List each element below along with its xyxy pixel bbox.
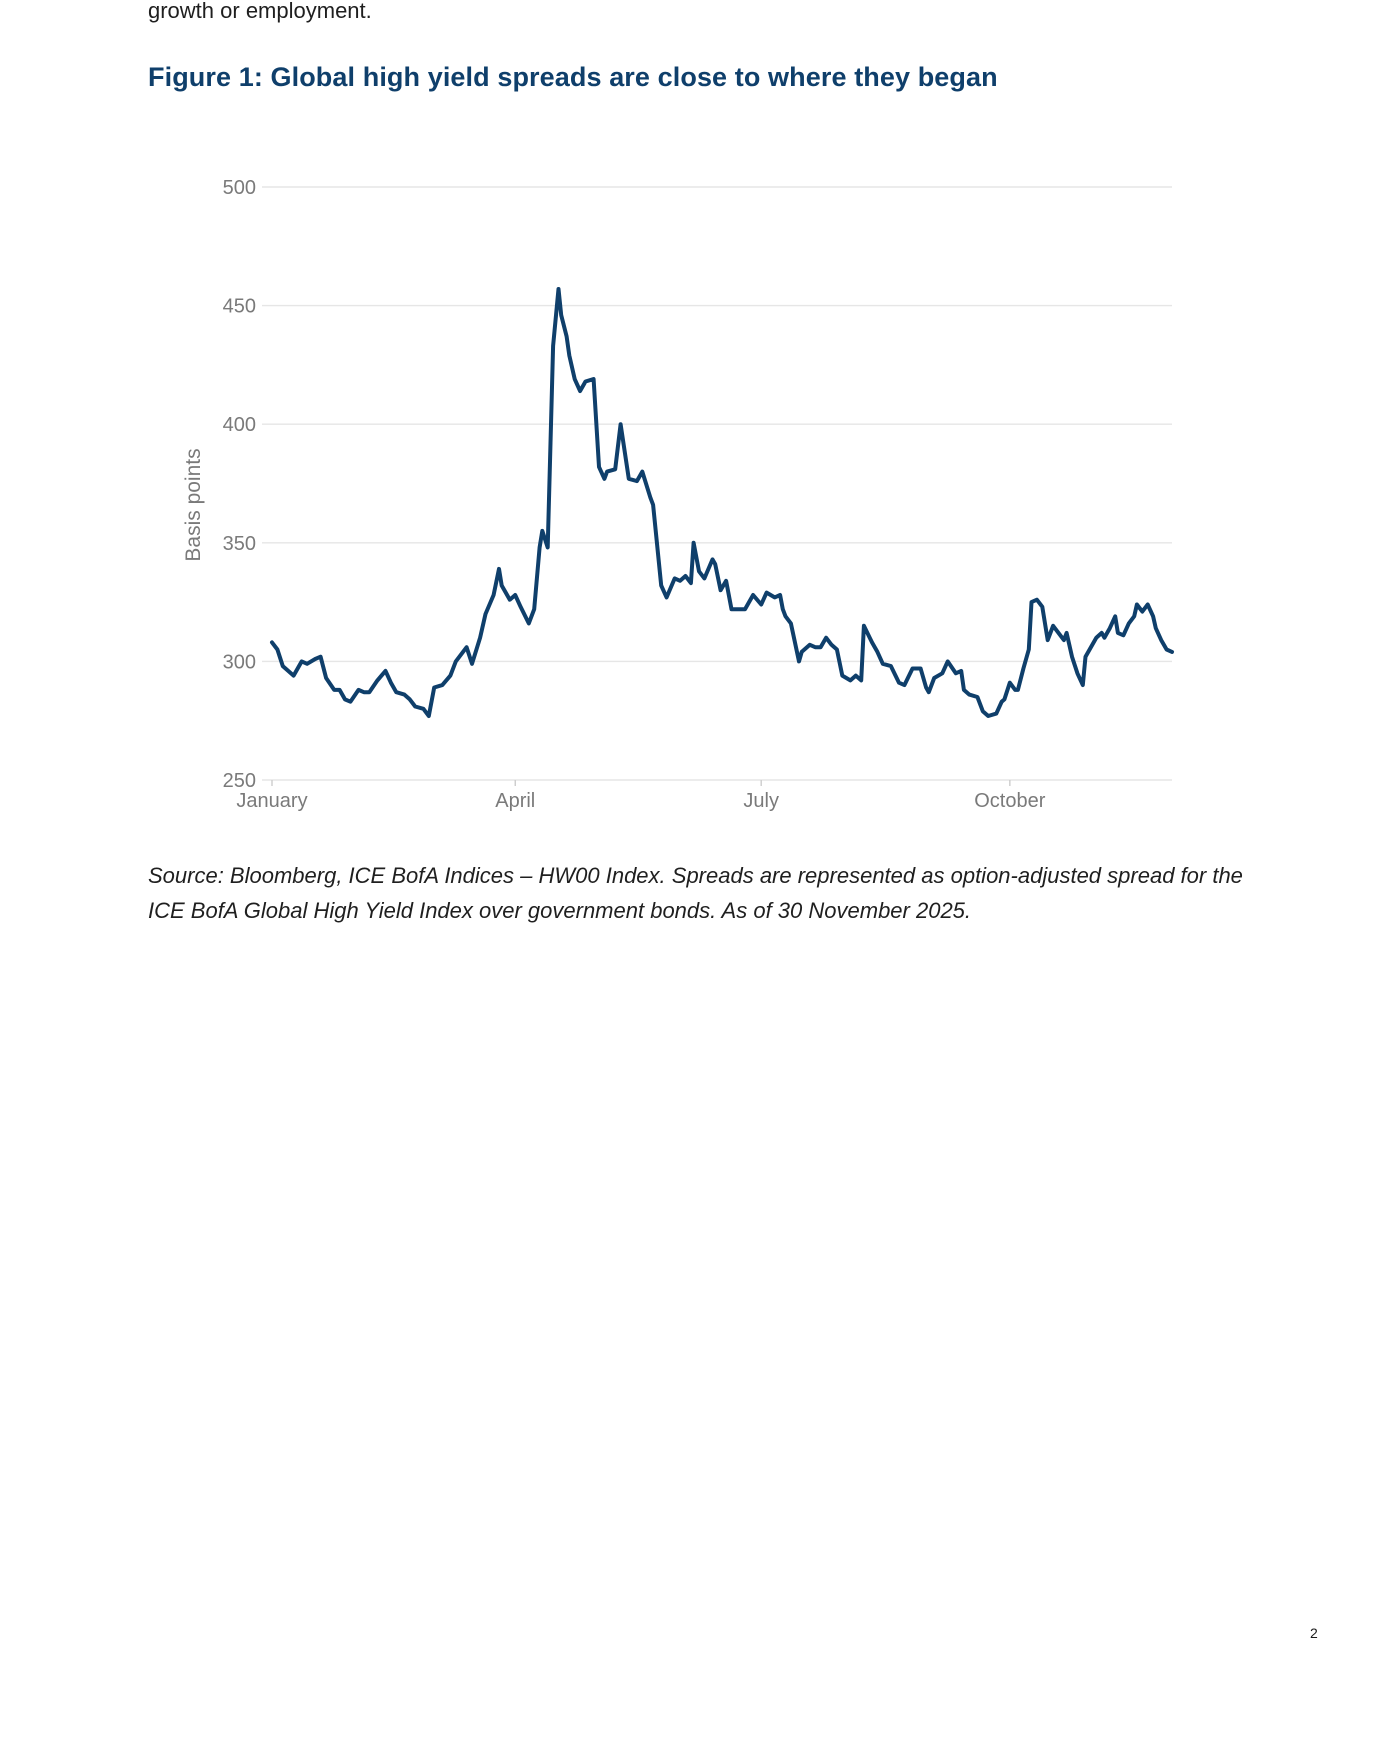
gridlines: [262, 186, 1172, 781]
y-axis-label: Basis points: [182, 448, 205, 561]
x-tick-label: October: [974, 790, 1045, 812]
x-tick-labels: January April July October: [236, 780, 1046, 812]
y-tick-label: 500: [223, 177, 256, 199]
y-tick-label: 400: [223, 414, 256, 436]
series-layer: [270, 287, 1174, 718]
page-number: 2: [1310, 1625, 1318, 1641]
intro-text: growth or employment.: [148, 0, 372, 23]
y-tick-label: 250: [223, 770, 256, 792]
x-tick-label: January: [236, 790, 307, 812]
source-note: Source: Bloomberg, ICE BofA Indices – HW…: [148, 863, 1243, 923]
figure-title: Figure 1: Global high yield spreads are …: [148, 62, 998, 92]
y-tick-label: 300: [223, 651, 256, 673]
x-tick-label: July: [743, 790, 779, 812]
y-tick-label: 350: [223, 533, 256, 555]
x-tick-label: April: [495, 790, 535, 812]
spread-series-line: [270, 287, 1174, 718]
y-tick-label: 450: [223, 296, 256, 318]
y-tick-labels: 250 300 350 400 450 500: [223, 177, 256, 792]
spread-line-chart: 250 300 350 400 450 500 January April July Octob…: [182, 177, 1174, 812]
